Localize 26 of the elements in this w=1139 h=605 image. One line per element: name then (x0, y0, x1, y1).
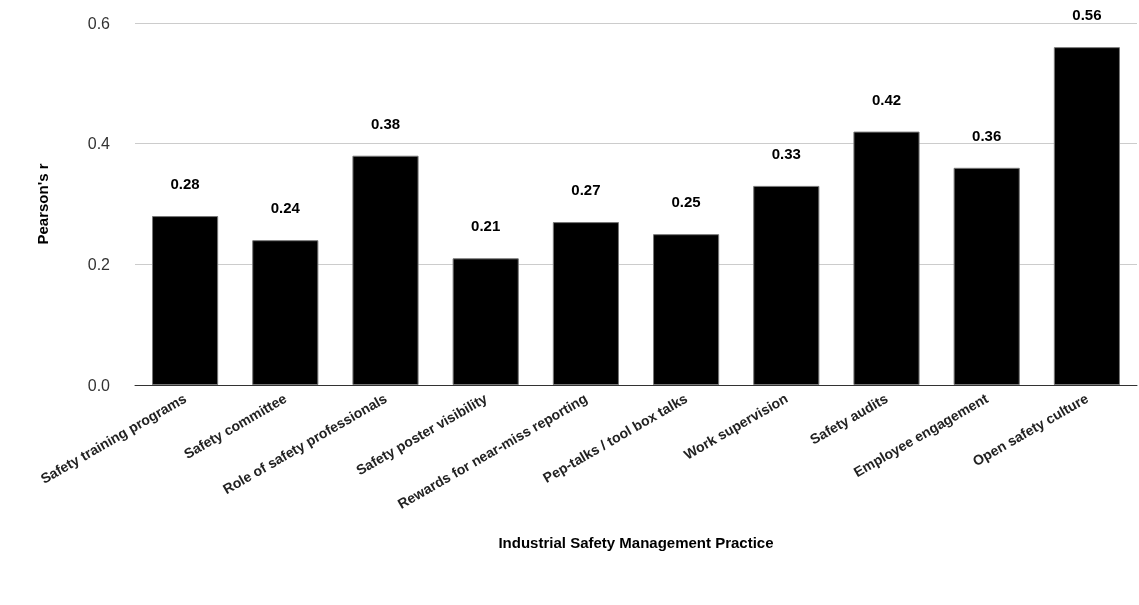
y-tick-label: 0.4 (87, 135, 111, 153)
bar (753, 185, 820, 385)
data-label: 0.42 (871, 90, 902, 108)
bar (853, 131, 920, 385)
bar (552, 222, 619, 385)
data-label: 0.27 (571, 181, 601, 199)
bar (953, 167, 1020, 385)
data-label: 0.24 (270, 199, 301, 217)
data-label: 0.36 (972, 126, 1002, 144)
data-label: 0.33 (771, 144, 801, 162)
y-tick-label: 0.2 (87, 255, 111, 273)
y-tick-label: 0.6 (87, 14, 111, 32)
data-label: 0.21 (471, 217, 501, 235)
bar (452, 258, 519, 385)
bar (152, 216, 219, 385)
x-axis-title: Industrial Safety Management Practice (498, 534, 774, 551)
bar (1053, 47, 1120, 385)
bar (352, 155, 419, 385)
bar (653, 234, 720, 385)
data-label: 0.38 (370, 114, 401, 132)
data-label: 0.25 (671, 193, 701, 211)
data-label: 0.28 (170, 175, 200, 193)
bar (252, 240, 319, 385)
y-tick-label: 0.0 (87, 376, 111, 394)
y-axis-title: Pearson's r (34, 163, 51, 245)
data-label: 0.56 (1072, 6, 1102, 24)
